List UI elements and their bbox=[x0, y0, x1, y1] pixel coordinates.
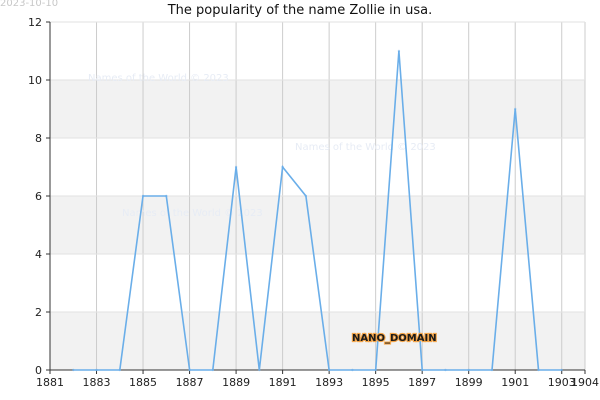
y-tick-label-6: 6 bbox=[35, 190, 42, 203]
y-tick-labels: 0 2 4 6 8 10 12 bbox=[28, 16, 42, 377]
data-point-1899 bbox=[467, 368, 470, 372]
data-point-1886 bbox=[165, 194, 168, 198]
watermarks: Names of the World © 2023 Names of the W… bbox=[88, 73, 436, 219]
data-point-1884 bbox=[118, 368, 121, 372]
series-group bbox=[72, 49, 563, 372]
data-point-1893 bbox=[327, 368, 331, 372]
data-point-1888 bbox=[211, 368, 215, 372]
x-tick-label-1885: 1885 bbox=[129, 376, 157, 389]
data-point-1898 bbox=[444, 368, 447, 372]
data-point-1890 bbox=[258, 368, 261, 372]
data-point-1882 bbox=[72, 368, 75, 372]
x-tick-label-1893: 1893 bbox=[315, 376, 343, 389]
data-point-1897 bbox=[420, 368, 424, 372]
data-point-1895 bbox=[374, 368, 377, 372]
data-point-1883 bbox=[95, 368, 98, 372]
x-tick-label-1887: 1887 bbox=[176, 376, 204, 389]
y-tick-label-12: 12 bbox=[28, 16, 42, 29]
data-point-1903 bbox=[560, 368, 563, 372]
y-tick-label-8: 8 bbox=[35, 132, 42, 145]
x-tick-label-1897: 1897 bbox=[408, 376, 436, 389]
data-point-1902 bbox=[537, 368, 540, 372]
y-tick-label-4: 4 bbox=[35, 248, 42, 261]
x-tick-label-1904: 1904 bbox=[571, 376, 599, 389]
series-line-0 bbox=[73, 50, 562, 371]
x-tick-label-1883: 1883 bbox=[83, 376, 111, 389]
background-bands bbox=[50, 80, 585, 370]
x-tick-label-1889: 1889 bbox=[222, 376, 250, 389]
data-point-1889 bbox=[234, 165, 238, 169]
watermark-2: Names of the World © 2023 bbox=[295, 142, 436, 153]
band-8-10 bbox=[50, 80, 585, 138]
data-point-1901 bbox=[514, 107, 517, 111]
x-tick-label-1899: 1899 bbox=[455, 376, 483, 389]
data-point-1896 bbox=[397, 49, 401, 53]
data-point-1887 bbox=[188, 368, 191, 372]
x-tick-label-1891: 1891 bbox=[269, 376, 297, 389]
y-tick-label-2: 2 bbox=[35, 306, 42, 319]
y-tick-label-10: 10 bbox=[28, 74, 42, 87]
x-tick-label-1881: 1881 bbox=[36, 376, 64, 389]
watermark-3: Names of the World © 2023 bbox=[122, 208, 263, 219]
band-0-2 bbox=[50, 312, 585, 370]
x-tick-label-1895: 1895 bbox=[362, 376, 390, 389]
data-point-1894 bbox=[351, 368, 354, 372]
x-tick-label-1903: 1903 bbox=[548, 376, 576, 389]
data-point-1885 bbox=[141, 194, 145, 198]
x-tick-labels: 1881 1883 1885 1887 1889 1891 1893 1895 1897 1899… bbox=[36, 376, 599, 389]
x-tick-label-1901: 1901 bbox=[501, 376, 529, 389]
data-point-1892 bbox=[304, 194, 308, 198]
data-point-1891 bbox=[281, 165, 284, 169]
watermark-1: Names of the World © 2023 bbox=[88, 73, 229, 84]
data-point-1900 bbox=[490, 368, 494, 372]
date-stamp: 2023-10-10 bbox=[0, 0, 59, 9]
y-tick-label-0: 0 bbox=[35, 364, 42, 377]
chart-title: The popularity of the name Zollie in usa… bbox=[167, 3, 433, 18]
axes bbox=[46, 21, 586, 374]
nano-domain-badge: NANO_DOMAIN bbox=[352, 333, 437, 344]
